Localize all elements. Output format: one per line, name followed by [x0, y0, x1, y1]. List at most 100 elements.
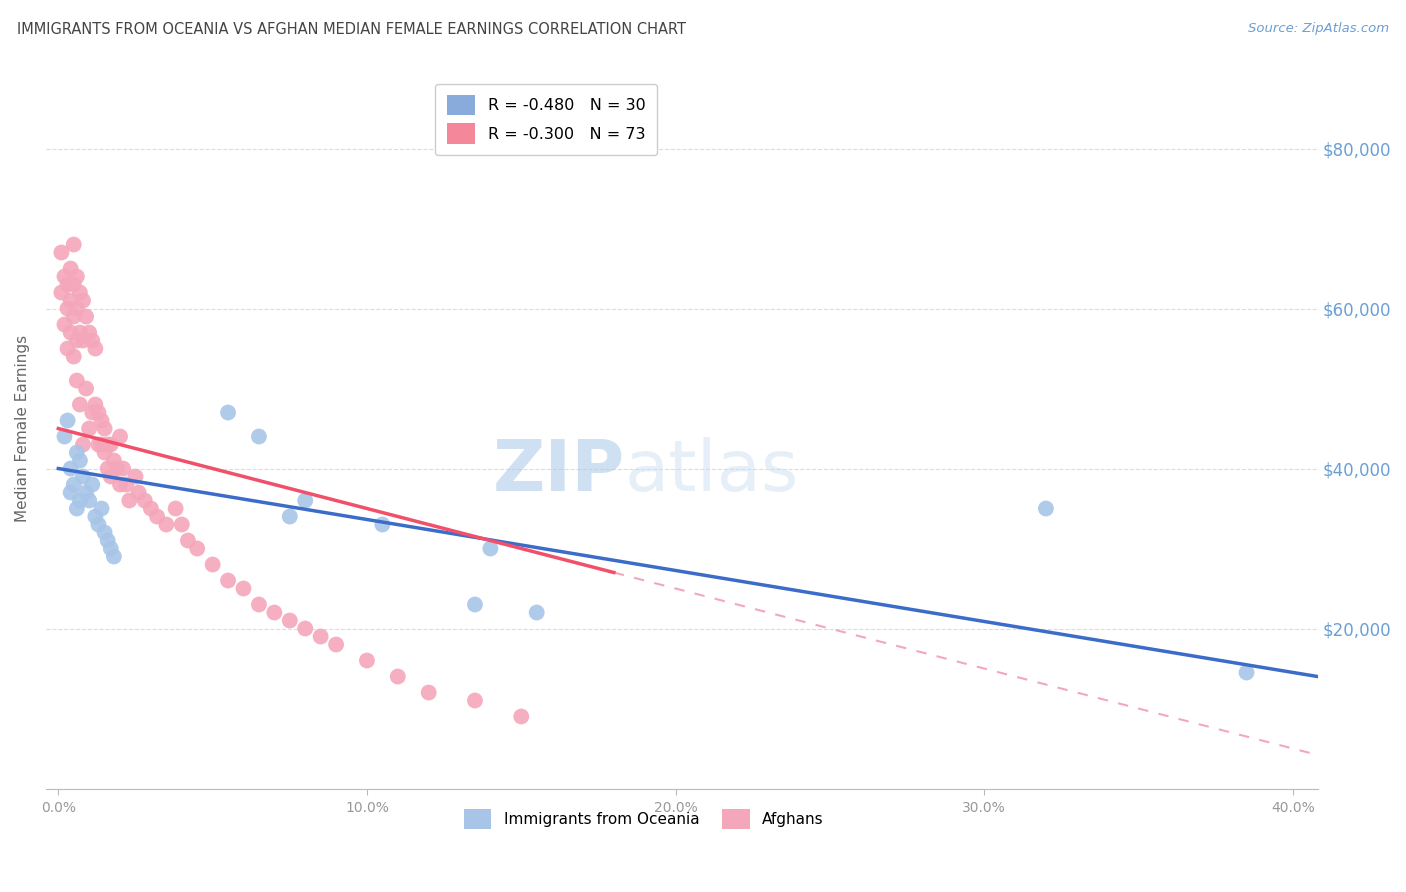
Point [464, 598, 486, 612]
Point [105, 461, 128, 475]
Point [66, 374, 89, 388]
Point [59, 461, 82, 475]
Point [103, 453, 125, 467]
Point [201, 558, 224, 572]
Point [118, 493, 141, 508]
Point [93, 525, 115, 540]
Point [170, 517, 193, 532]
Point [62, 310, 84, 324]
Point [72, 469, 94, 483]
Point [115, 477, 138, 491]
Point [56, 301, 79, 316]
Point [155, 517, 177, 532]
Point [356, 653, 378, 667]
Point [72, 334, 94, 348]
Point [84, 398, 107, 412]
Point [75, 310, 97, 324]
Point [510, 709, 533, 723]
Text: ZIP: ZIP [492, 437, 624, 507]
Point [87, 437, 110, 451]
Point [97, 533, 120, 548]
Point [62, 277, 84, 292]
Point [247, 598, 270, 612]
Point [69, 453, 91, 467]
Point [526, 606, 548, 620]
Point [263, 606, 285, 620]
Point [66, 301, 89, 316]
Point [77, 326, 100, 340]
Point [100, 541, 122, 556]
Point [134, 493, 156, 508]
Point [66, 269, 89, 284]
Point [82, 477, 104, 491]
Point [128, 485, 150, 500]
Point [418, 685, 440, 699]
Point [232, 582, 254, 596]
Point [84, 342, 107, 356]
Point [93, 421, 115, 435]
Point [59, 261, 82, 276]
Point [97, 437, 120, 451]
Point [139, 501, 162, 516]
Point [325, 638, 347, 652]
Point [51, 245, 73, 260]
Point [100, 437, 122, 451]
Point [247, 429, 270, 443]
Point [108, 429, 131, 443]
Point [59, 485, 82, 500]
Point [59, 293, 82, 308]
Point [72, 293, 94, 308]
Point [62, 477, 84, 491]
Point [479, 541, 502, 556]
Point [51, 285, 73, 300]
Point [217, 405, 239, 419]
Point [69, 326, 91, 340]
Point [294, 493, 316, 508]
Point [66, 445, 89, 459]
Point [87, 517, 110, 532]
Point [124, 469, 146, 483]
Point [97, 461, 120, 475]
Point [108, 477, 131, 491]
Point [100, 469, 122, 483]
Point [217, 574, 239, 588]
Point [1236, 665, 1258, 680]
Point [387, 669, 409, 683]
Point [1035, 501, 1057, 516]
Point [72, 437, 94, 451]
Point [103, 549, 125, 564]
Point [84, 509, 107, 524]
Point [294, 622, 316, 636]
Point [62, 237, 84, 252]
Point [93, 445, 115, 459]
Point [278, 509, 301, 524]
Point [371, 517, 394, 532]
Point [53, 269, 76, 284]
Text: atlas: atlas [624, 437, 799, 507]
Point [69, 493, 91, 508]
Point [53, 318, 76, 332]
Point [186, 541, 208, 556]
Point [87, 405, 110, 419]
Point [278, 614, 301, 628]
Point [56, 413, 79, 427]
Point [90, 437, 112, 451]
Point [464, 693, 486, 707]
Point [146, 509, 169, 524]
Point [112, 461, 135, 475]
Point [77, 493, 100, 508]
Legend: Immigrants from Oceania, Afghans: Immigrants from Oceania, Afghans [458, 803, 830, 835]
Point [66, 334, 89, 348]
Point [56, 342, 79, 356]
Point [53, 429, 76, 443]
Point [77, 421, 100, 435]
Point [90, 413, 112, 427]
Point [82, 405, 104, 419]
Y-axis label: Median Female Earnings: Median Female Earnings [15, 335, 30, 522]
Point [59, 326, 82, 340]
Text: IMMIGRANTS FROM OCEANIA VS AFGHAN MEDIAN FEMALE EARNINGS CORRELATION CHART: IMMIGRANTS FROM OCEANIA VS AFGHAN MEDIAN… [17, 22, 686, 37]
Point [165, 501, 187, 516]
Point [309, 630, 332, 644]
Text: Source: ZipAtlas.com: Source: ZipAtlas.com [1249, 22, 1389, 36]
Point [82, 334, 104, 348]
